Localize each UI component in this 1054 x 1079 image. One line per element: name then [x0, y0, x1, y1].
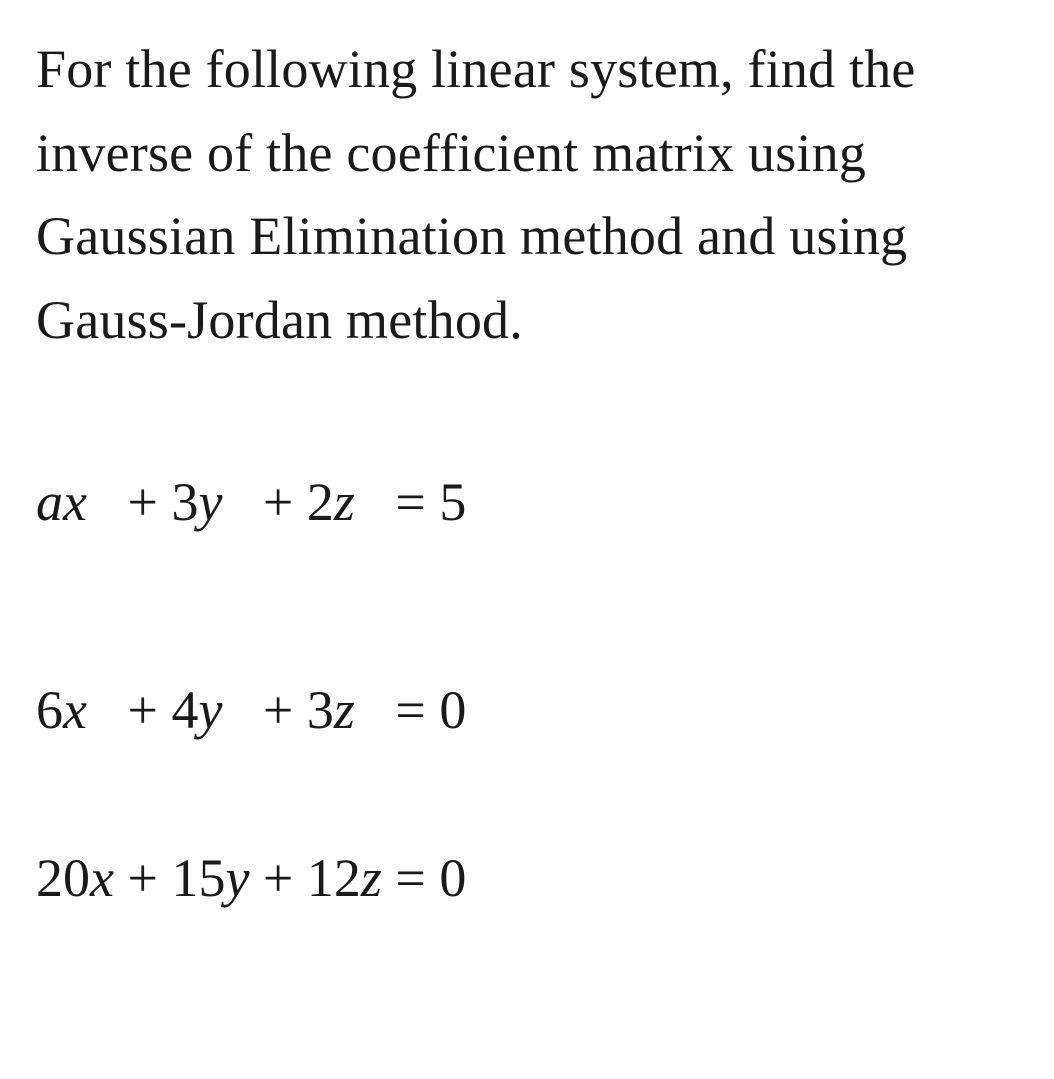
eq2-coef3: 3	[307, 680, 334, 740]
eq2-op1: +	[127, 680, 157, 740]
eq1-var1: x	[63, 472, 87, 532]
eq2-rhs: 0	[439, 680, 466, 740]
eq3-var3: z	[361, 848, 382, 908]
eq2-equals: =	[395, 680, 425, 740]
eq2-var1: x	[63, 680, 87, 740]
eq2-coef2: 4	[171, 680, 198, 740]
equation-1: ax + 3y + 2z = 5	[36, 421, 1018, 583]
eq1-coef3: 2	[307, 472, 334, 532]
eq2-coef1: 6	[36, 680, 63, 740]
page: For the following linear system, find th…	[0, 0, 1054, 959]
eq3-equals: =	[395, 848, 425, 908]
eq1-rhs: 5	[439, 472, 466, 532]
eq1-coef1: a	[36, 472, 63, 532]
eq3-rhs: 0	[439, 848, 466, 908]
eq3-coef3: 12	[307, 848, 361, 908]
eq3-op2: +	[263, 848, 293, 908]
equation-3: 20x + 15y + 12z = 0	[36, 797, 1018, 959]
eq1-var3: z	[334, 472, 355, 532]
eq3-coef2: 15	[171, 848, 225, 908]
eq3-coef1: 20	[36, 848, 90, 908]
equation-2: 6x + 4y + 3z = 0	[36, 629, 1018, 791]
eq3-var1: x	[90, 848, 114, 908]
eq1-coef2: 3	[171, 472, 198, 532]
eq1-equals: =	[395, 472, 425, 532]
problem-statement: For the following linear system, find th…	[36, 28, 1018, 363]
equation-block: ax + 3y + 2z = 5 6x + 4y + 3z = 0 20x + …	[36, 421, 1018, 959]
eq3-op1: +	[127, 848, 157, 908]
eq3-var2: y	[225, 848, 249, 908]
eq1-var2: y	[198, 472, 222, 532]
eq2-var3: z	[334, 680, 355, 740]
eq1-op1: +	[127, 472, 157, 532]
eq2-var2: y	[198, 680, 222, 740]
eq1-op2: +	[263, 472, 293, 532]
eq2-op2: +	[263, 680, 293, 740]
